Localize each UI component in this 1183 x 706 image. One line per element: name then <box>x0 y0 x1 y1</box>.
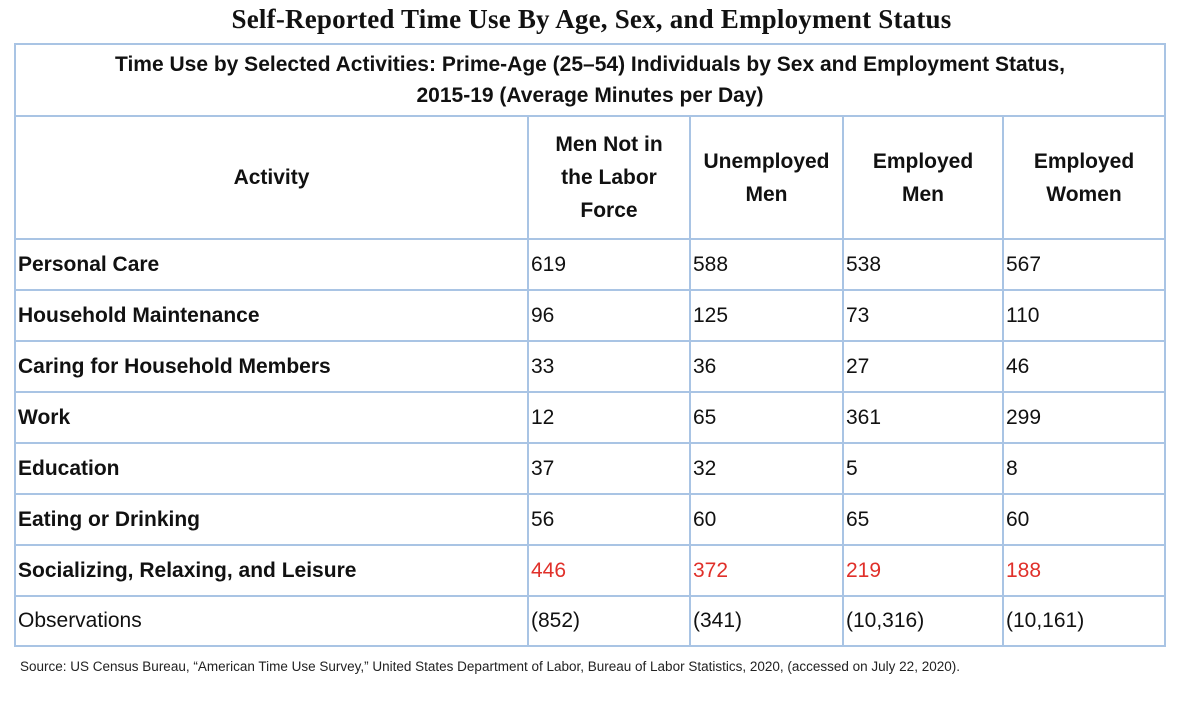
page-title: Self-Reported Time Use By Age, Sex, and … <box>231 4 952 34</box>
column-header-employed-women: Employed Women <box>1001 115 1167 240</box>
table-row-work: Work 12 65 361 299 <box>14 391 1167 444</box>
row-label: Household Maintenance <box>14 289 529 342</box>
row-label: Observations <box>14 595 529 647</box>
header-line: Employed <box>872 149 974 173</box>
highlighted-table-cell: 446 <box>527 544 691 597</box>
table-cell: 8 <box>1001 442 1167 495</box>
table-cell: 65 <box>689 391 844 444</box>
table-cell: (10,161) <box>1001 595 1167 647</box>
table-cell: 73 <box>842 289 1004 342</box>
table-cell: 299 <box>1001 391 1167 444</box>
table-cell: 27 <box>842 340 1004 393</box>
table-cell: 538 <box>842 238 1004 291</box>
column-header-men-not-in-labor-force: Men Not in the Labor Force <box>527 115 691 240</box>
table-row-eating-or-drinking: Eating or Drinking 56 60 65 60 <box>14 493 1167 546</box>
column-header-activity: Activity <box>14 115 529 240</box>
table-cell: 567 <box>1001 238 1167 291</box>
table-cell: 32 <box>689 442 844 495</box>
table-cell: 36 <box>689 340 844 393</box>
table-row-caring-for-household-members: Caring for Household Members 33 36 27 46 <box>14 340 1167 393</box>
table-cell: (10,316) <box>842 595 1004 647</box>
table-cell: 619 <box>527 238 691 291</box>
column-header-employed-men: Employed Men <box>842 115 1004 240</box>
time-use-table: Time Use by Selected Activities: Prime-A… <box>13 43 1167 647</box>
column-header-unemployed-men: Unemployed Men <box>689 115 844 240</box>
table-cell: 33 <box>527 340 691 393</box>
table-cell: 96 <box>527 289 691 342</box>
table-row-observations: Observations (852) (341) (10,316) (10,16… <box>14 595 1167 647</box>
header-line: Men Not in <box>555 133 663 156</box>
table-cell: 65 <box>842 493 1004 546</box>
table-header-row: Activity Men Not in the Labor Force Unem… <box>14 115 1167 240</box>
table-cell: 125 <box>689 289 844 342</box>
row-label: Caring for Household Members <box>14 340 529 393</box>
header-line: Unemployed <box>703 149 830 173</box>
table-caption: Time Use by Selected Activities: Prime-A… <box>13 43 1167 117</box>
table-cell: 5 <box>842 442 1004 495</box>
row-label: Personal Care <box>14 238 529 291</box>
table-cell: 60 <box>689 493 844 546</box>
table-caption-line-2: 2015-19 (Average Minutes per Day) <box>416 84 764 107</box>
table-cell: 60 <box>1001 493 1167 546</box>
header-line: Women <box>1046 182 1122 206</box>
table-cell: (852) <box>527 595 691 647</box>
table-row-personal-care: Personal Care 619 588 538 567 <box>14 238 1167 291</box>
highlighted-table-cell: 372 <box>689 544 844 597</box>
table-cell: 588 <box>689 238 844 291</box>
table-cell: 12 <box>527 391 691 444</box>
table-cell: 110 <box>1001 289 1167 342</box>
table-cell: 37 <box>527 442 691 495</box>
header-line: Men <box>745 182 788 206</box>
highlighted-table-cell: 188 <box>1001 544 1167 597</box>
table-cell: 361 <box>842 391 1004 444</box>
header-line: Employed <box>1033 149 1135 173</box>
row-label: Education <box>14 442 529 495</box>
table-row-education: Education 37 32 5 8 <box>14 442 1167 495</box>
table-row-socializing-relaxing-leisure: Socializing, Relaxing, and Leisure 446 3… <box>14 544 1167 597</box>
table-row-household-maintenance: Household Maintenance 96 125 73 110 <box>14 289 1167 342</box>
row-label: Socializing, Relaxing, and Leisure <box>14 544 529 597</box>
header-line: the Labor <box>561 166 657 189</box>
table-caption-line-1: Time Use by Selected Activities: Prime-A… <box>115 53 1065 76</box>
table-caption-row: Time Use by Selected Activities: Prime-A… <box>13 43 1167 117</box>
table-cell: 46 <box>1001 340 1167 393</box>
highlighted-table-cell: 219 <box>842 544 1004 597</box>
table-cell: 56 <box>527 493 691 546</box>
table-cell: (341) <box>689 595 844 647</box>
header-line: Men <box>902 182 944 206</box>
header-line: Force <box>580 199 638 222</box>
row-label: Eating or Drinking <box>14 493 529 546</box>
source-note: Source: US Census Bureau, “American Time… <box>20 659 960 674</box>
row-label: Work <box>14 391 529 444</box>
